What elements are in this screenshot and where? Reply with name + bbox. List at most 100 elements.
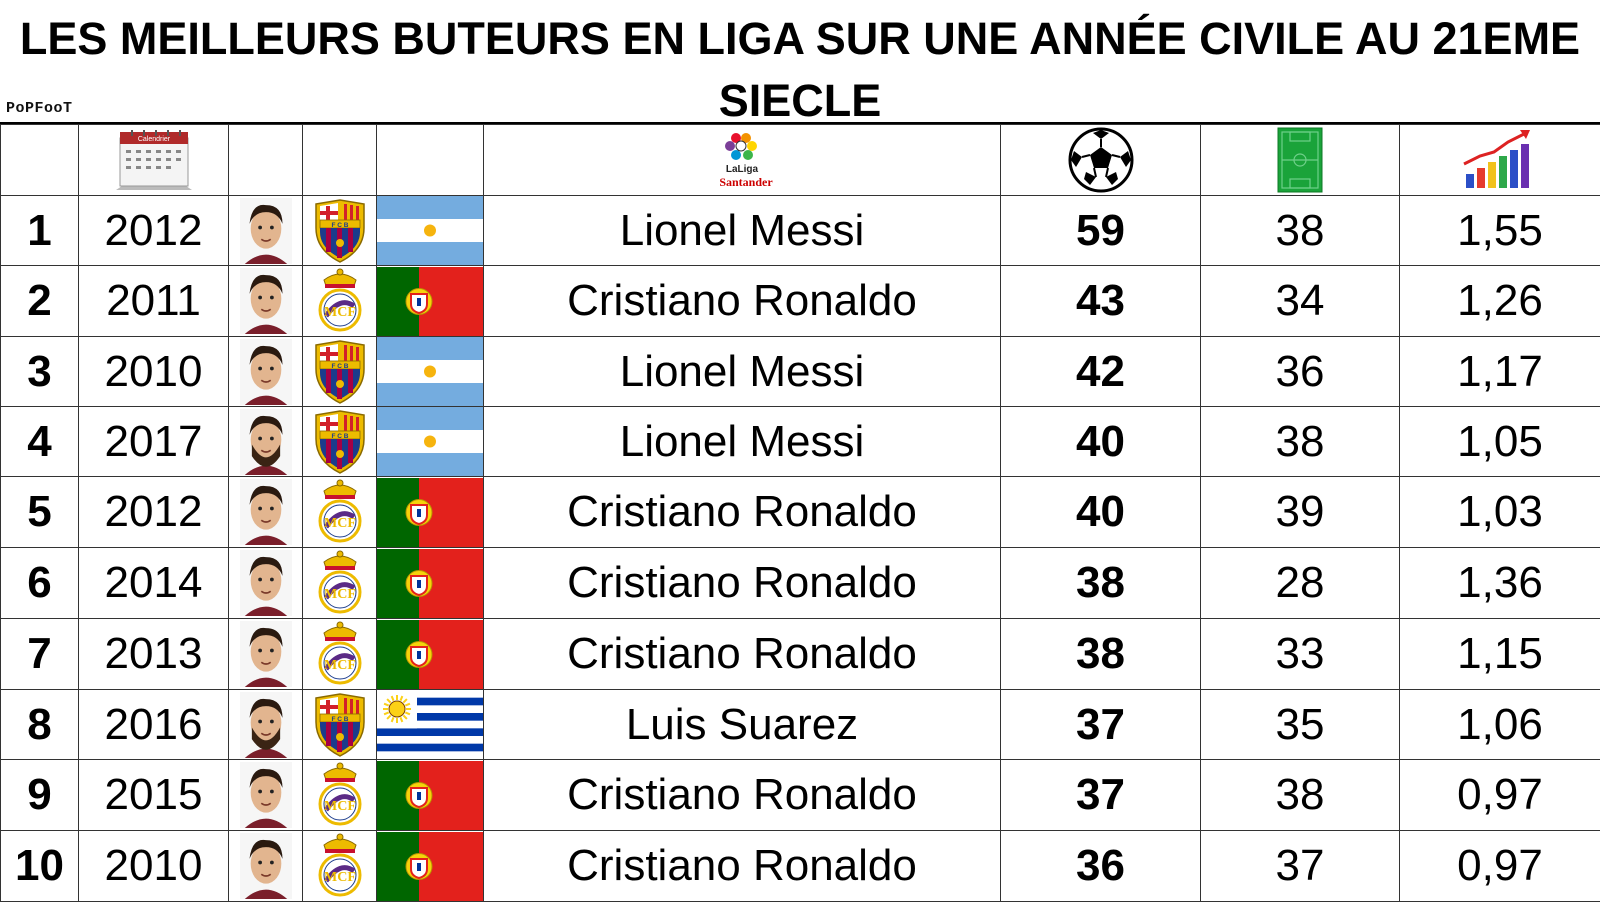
club-crest: F C B <box>303 196 377 266</box>
year-cell: 2010 <box>79 337 229 407</box>
player-photo <box>229 690 303 760</box>
calendar-icon: Calendrier <box>112 128 196 192</box>
svg-text:F C B: F C B <box>331 222 348 229</box>
argentina-flag <box>377 407 483 476</box>
year-cell: 2012 <box>79 477 229 548</box>
portugal-flag <box>377 620 483 689</box>
rank-cell: 4 <box>1 407 79 477</box>
avatar <box>229 690 302 759</box>
ratio-cell: 1,03 <box>1400 477 1600 548</box>
goals-cell: 37 <box>1001 760 1201 831</box>
uruguay-flag <box>377 690 483 759</box>
club-crest: MCF <box>303 760 377 831</box>
fc-barcelona-crest: F C B <box>303 690 376 759</box>
calendar-label: Calendrier <box>137 136 170 143</box>
club-crest: MCF <box>303 831 377 902</box>
player-name: Cristiano Ronaldo <box>484 831 1001 902</box>
argentina-flag <box>377 196 483 265</box>
header-club <box>303 125 377 196</box>
club-crest: F C B <box>303 337 377 407</box>
real-madrid-crest: MCF <box>303 548 376 618</box>
svg-text:F C B: F C B <box>331 363 348 370</box>
nationality-flag <box>377 407 484 477</box>
matches-cell: 35 <box>1201 690 1400 760</box>
portugal-flag <box>377 549 483 618</box>
year-cell: 2012 <box>79 196 229 266</box>
santander-text: Santander <box>719 175 773 189</box>
player-name: Lionel Messi <box>484 337 1001 407</box>
year-cell: 2013 <box>79 619 229 690</box>
goals-cell: 59 <box>1001 196 1201 266</box>
avatar <box>229 548 302 618</box>
year-cell: 2017 <box>79 407 229 477</box>
top-scorers-table: Calendrier <box>0 124 1600 902</box>
table-header-row: Calendrier <box>1 125 1600 196</box>
laliga-logo: LaLiga Santander <box>692 128 792 192</box>
avatar <box>229 831 302 901</box>
player-photo <box>229 619 303 690</box>
avatar <box>229 407 302 476</box>
nationality-flag <box>377 266 484 337</box>
rank-cell: 1 <box>1 196 79 266</box>
nationality-flag <box>377 477 484 548</box>
matches-cell: 36 <box>1201 337 1400 407</box>
year-cell: 2010 <box>79 831 229 902</box>
real-madrid-crest: MCF <box>303 477 376 547</box>
svg-text:MCF: MCF <box>324 587 356 602</box>
header-rank <box>1 125 79 196</box>
nationality-flag <box>377 337 484 407</box>
ratio-cell: 1,36 <box>1400 548 1600 619</box>
player-photo <box>229 337 303 407</box>
portugal-flag <box>377 478 483 547</box>
svg-text:MCF: MCF <box>324 870 356 885</box>
rank-cell: 10 <box>1 831 79 902</box>
svg-text:MCF: MCF <box>324 658 356 673</box>
nationality-flag <box>377 760 484 831</box>
player-name: Luis Suarez <box>484 690 1001 760</box>
player-name: Lionel Messi <box>484 407 1001 477</box>
year-cell: 2014 <box>79 548 229 619</box>
header-ratio <box>1400 125 1600 196</box>
avatar <box>229 477 302 547</box>
page-title: LES MEILLEURS BUTEURS EN LIGA SUR UNE AN… <box>10 8 1590 132</box>
goals-cell: 38 <box>1001 548 1201 619</box>
player-photo <box>229 831 303 902</box>
goals-cell: 42 <box>1001 337 1201 407</box>
player-name: Cristiano Ronaldo <box>484 266 1001 337</box>
portugal-flag <box>377 832 483 901</box>
player-photo <box>229 477 303 548</box>
rank-cell: 3 <box>1 337 79 407</box>
player-photo <box>229 407 303 477</box>
svg-text:F C B: F C B <box>331 716 348 723</box>
real-madrid-crest: MCF <box>303 266 376 336</box>
year-cell: 2015 <box>79 760 229 831</box>
player-photo <box>229 548 303 619</box>
ratio-cell: 0,97 <box>1400 760 1600 831</box>
matches-cell: 38 <box>1201 196 1400 266</box>
argentina-flag <box>377 337 483 406</box>
nationality-flag <box>377 548 484 619</box>
goals-cell: 38 <box>1001 619 1201 690</box>
club-crest: MCF <box>303 477 377 548</box>
header-photo <box>229 125 303 196</box>
svg-text:MCF: MCF <box>324 799 356 814</box>
goals-cell: 40 <box>1001 407 1201 477</box>
real-madrid-crest: MCF <box>303 831 376 901</box>
ratio-cell: 0,97 <box>1400 831 1600 902</box>
fc-barcelona-crest: F C B <box>303 337 376 406</box>
header-goals <box>1001 125 1201 196</box>
rank-cell: 2 <box>1 266 79 337</box>
real-madrid-crest: MCF <box>303 619 376 689</box>
rank-cell: 9 <box>1 760 79 831</box>
goals-cell: 37 <box>1001 690 1201 760</box>
svg-text:MCF: MCF <box>324 305 356 320</box>
nationality-flag <box>377 690 484 760</box>
year-cell: 2016 <box>79 690 229 760</box>
player-photo <box>229 760 303 831</box>
